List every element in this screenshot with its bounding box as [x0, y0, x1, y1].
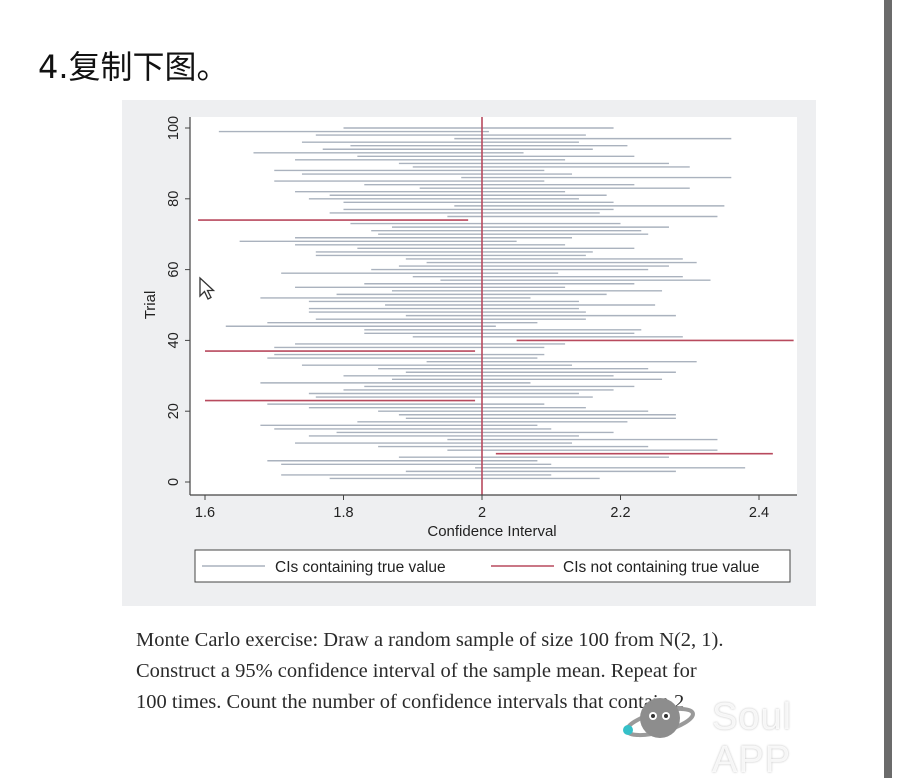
legend: CIs containing true value CIs not contai… — [194, 549, 791, 583]
window-edge-bar — [884, 0, 892, 778]
legend-label-containing: CIs containing true value — [275, 559, 446, 576]
y-tick-label: 80 — [166, 191, 182, 207]
x-ticks: 1.6 1.8 2 2.2 2.4 — [195, 495, 769, 521]
ci-chart: 1.6 1.8 2 2.2 2.4 0 20 40 60 80 100 Confidence In… — [142, 116, 797, 583]
watermark-text: Soul APP — [712, 696, 793, 781]
chart-figure: 1.6 1.8 2 2.2 2.4 0 20 40 60 80 100 Confidence In… — [122, 100, 816, 606]
caption-line-3: 100 times. Count the number of confidenc… — [136, 691, 685, 713]
y-tick-label: 40 — [166, 332, 182, 348]
x-axis-label: Confidence Interval — [427, 523, 556, 540]
question-heading: 4.复制下图。 — [38, 48, 229, 86]
x-tick-label: 1.6 — [195, 505, 215, 521]
y-tick-label: 100 — [166, 116, 182, 140]
interval-lines — [198, 127, 794, 480]
x-tick-label: 2.4 — [749, 505, 769, 521]
y-axis-label: Trial — [142, 291, 159, 320]
x-tick-label: 1.8 — [333, 505, 353, 521]
caption-line-2: Construct a 95% confidence interval of t… — [136, 660, 697, 682]
watermark: Soul APP — [620, 690, 880, 781]
x-tick-label: 2.2 — [610, 505, 630, 521]
legend-label-not-containing: CIs not containing true value — [563, 559, 759, 576]
figure-caption: Monte Carlo exercise: Draw a random samp… — [136, 625, 816, 718]
planet-mascot-icon — [623, 698, 695, 738]
y-tick-label: 20 — [166, 403, 182, 419]
mouse-cursor-icon — [199, 276, 216, 300]
x-tick-label: 2 — [478, 505, 486, 521]
y-ticks: 0 20 40 60 80 100 — [166, 116, 190, 486]
caption-line-1: Monte Carlo exercise: Draw a random samp… — [136, 629, 724, 651]
y-tick-label: 60 — [166, 262, 182, 278]
y-tick-label: 0 — [166, 478, 182, 486]
